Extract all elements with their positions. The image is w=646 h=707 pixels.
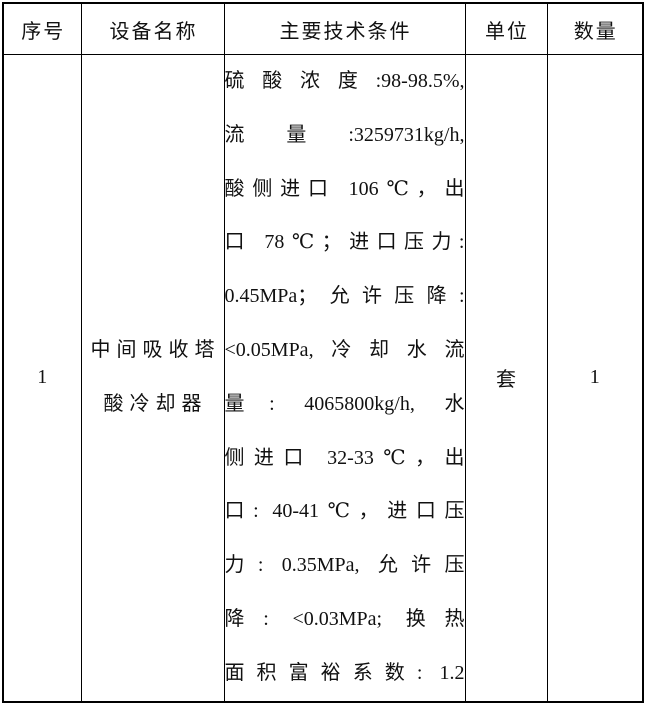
- cell-unit: 套: [464, 53, 548, 703]
- cell-quantity: 1: [546, 53, 644, 703]
- tech-condition-line: 降: <0.03MPa; 换热: [224, 607, 465, 630]
- tech-condition-line: 侧进口 32-33℃，出: [224, 446, 465, 469]
- equipment-name-line: 中间吸收塔: [90, 338, 221, 361]
- col-header-equipment-name: 设备名称: [80, 2, 225, 55]
- col-header-unit: 单位: [464, 2, 548, 55]
- equipment-name-line: 酸冷却器: [103, 392, 208, 415]
- table-row: 1 中间吸收塔 酸冷却器 硫酸浓度:98-98.5%, 流量:3259731kg…: [2, 53, 644, 703]
- header-row: 序号 设备名称 主要技术条件 单位 数量: [2, 2, 644, 55]
- tech-condition-line: 0.45MPa；允许压降:: [224, 285, 465, 308]
- tech-condition-line: 量: 4065800kg/h, 水: [224, 392, 465, 415]
- cell-equipment-name: 中间吸收塔 酸冷却器: [80, 53, 225, 703]
- tech-condition-line: 流量:3259731kg/h,: [224, 123, 465, 146]
- tech-condition-line: 口: 40-41℃，进口压: [224, 500, 465, 523]
- tech-condition-line: 硫酸浓度:98-98.5%,: [224, 70, 465, 92]
- col-header-quantity: 数量: [546, 2, 644, 55]
- cell-serial-number: 1: [2, 53, 82, 703]
- col-header-tech-conditions: 主要技术条件: [223, 2, 466, 55]
- tech-condition-line: 口 78℃；进口压力:: [224, 231, 465, 254]
- tech-condition-line: <0.05MPa,冷却水流: [224, 338, 465, 361]
- tech-condition-line: 面积富裕系数: 1.2: [224, 661, 465, 684]
- cell-tech-conditions: 硫酸浓度:98-98.5%, 流量:3259731kg/h, 酸侧进口 106℃…: [223, 53, 466, 703]
- tech-condition-line: 酸侧进口 106℃，出: [224, 177, 465, 200]
- col-header-serial: 序号: [2, 2, 82, 55]
- tech-condition-line: 力: 0.35MPa, 允许压: [224, 554, 465, 577]
